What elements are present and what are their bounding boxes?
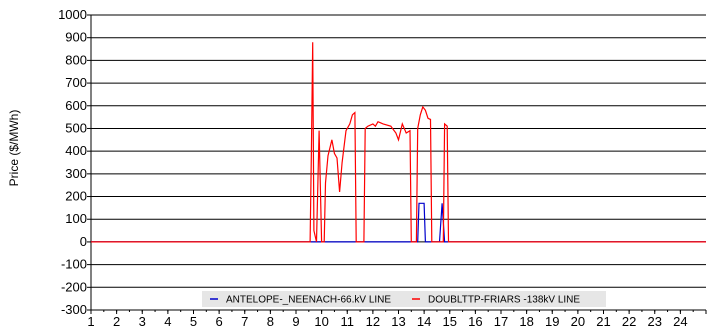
y-tick-label: -200 <box>61 279 87 294</box>
y-axis: -300 -200 -100 0 100 200 300 400 500 600 700 800 900… <box>58 7 92 317</box>
series-lines <box>91 42 706 243</box>
y-tick-label: -300 <box>61 302 87 317</box>
x-tick-label: 21 <box>596 314 610 329</box>
y-tick-label: 900 <box>65 30 87 45</box>
y-tick-label: 500 <box>65 120 87 135</box>
x-tick-label: 16 <box>468 314 482 329</box>
x-tick-label: 7 <box>241 314 248 329</box>
y-tick-label: 700 <box>65 75 87 90</box>
x-axis: 1 2 3 4 5 6 7 8 9 10 11 12 13 14 15 16 17 18 19 20 21 22 23 24 <box>87 309 707 329</box>
x-tick-label: 24 <box>673 314 687 329</box>
y-tick-label: 1000 <box>58 7 87 22</box>
x-tick-label: 15 <box>443 314 457 329</box>
x-tick-label: 22 <box>622 314 636 329</box>
legend-box <box>202 291 606 307</box>
legend: ANTELOPE-_NEENACH-66.kV LINE DOUBLTTP-FRI… <box>202 291 606 307</box>
x-tick-label: 10 <box>314 314 328 329</box>
y-tick-label: 200 <box>65 189 87 204</box>
x-tick-label: 3 <box>139 314 146 329</box>
y-tick-label: -100 <box>61 257 87 272</box>
legend-label: DOUBLTTP-FRIARS -138kV LINE <box>428 295 580 306</box>
x-tick-label: 12 <box>366 314 380 329</box>
y-tick-label: 400 <box>65 143 87 158</box>
x-tick-label: 9 <box>292 314 299 329</box>
y-tick-label: 100 <box>65 211 87 226</box>
x-tick-label: 4 <box>164 314 171 329</box>
x-tick-label: 14 <box>417 314 431 329</box>
y-tick-label: 300 <box>65 166 87 181</box>
x-tick-label: 5 <box>190 314 197 329</box>
x-tick-label: 2 <box>113 314 120 329</box>
gridlines <box>91 14 706 311</box>
x-tick-label: 17 <box>494 314 508 329</box>
y-axis-label: Price ($/MWh) <box>7 110 21 187</box>
x-tick-label: 23 <box>648 314 662 329</box>
series-line <box>91 202 706 243</box>
x-tick-label: 6 <box>216 314 223 329</box>
y-tick-label: 0 <box>80 234 87 249</box>
y-tick-label: 800 <box>65 52 87 67</box>
x-tick-label: 20 <box>571 314 585 329</box>
x-tick-label: 13 <box>391 314 405 329</box>
y-tick-label: 600 <box>65 98 87 113</box>
x-tick-label: 18 <box>519 314 533 329</box>
x-tick-label: 11 <box>341 314 355 329</box>
legend-label: ANTELOPE-_NEENACH-66.kV LINE <box>226 295 391 306</box>
x-tick-label: 1 <box>87 314 94 329</box>
x-tick-label: 8 <box>267 314 274 329</box>
series-line <box>91 42 706 243</box>
x-tick-label: 19 <box>545 314 559 329</box>
